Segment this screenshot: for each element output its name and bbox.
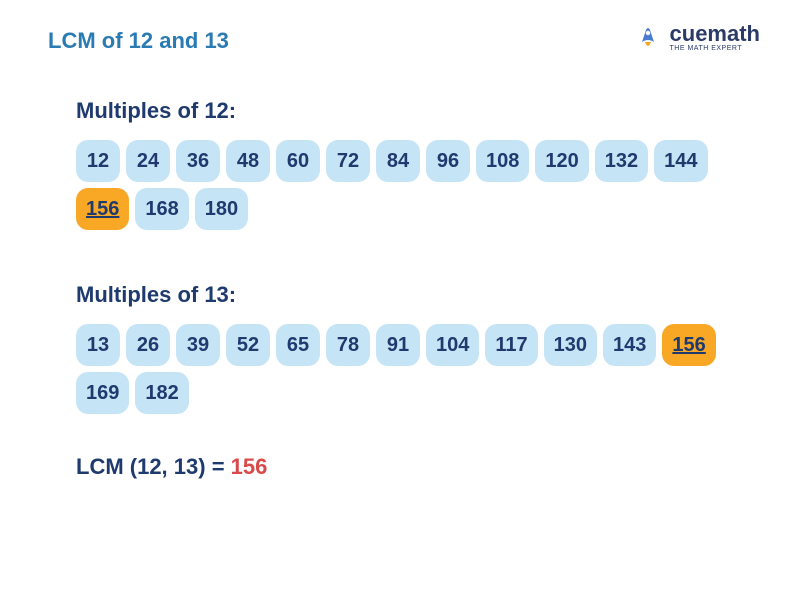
multiples-13-chips: 13263952657891104117130143156 169182 bbox=[76, 324, 736, 414]
multiples-13-section: Multiples of 13: 13263952657891104117130… bbox=[76, 282, 752, 414]
multiples-12-heading: Multiples of 12: bbox=[76, 98, 752, 124]
multiple-chip: 39 bbox=[176, 324, 220, 366]
multiple-chip: 143 bbox=[603, 324, 656, 366]
multiple-chip: 13 bbox=[76, 324, 120, 366]
multiple-chip: 104 bbox=[426, 324, 479, 366]
multiple-chip: 72 bbox=[326, 140, 370, 182]
multiple-chip: 91 bbox=[376, 324, 420, 366]
multiple-chip: 26 bbox=[126, 324, 170, 366]
multiples-12-section: Multiples of 12: 12243648607284961081201… bbox=[76, 98, 752, 230]
multiple-chip: 168 bbox=[135, 188, 188, 230]
result-label: LCM (12, 13) = bbox=[76, 454, 231, 479]
multiple-chip: 52 bbox=[226, 324, 270, 366]
multiple-chip: 144 bbox=[654, 140, 707, 182]
multiple-chip: 182 bbox=[135, 372, 188, 414]
brand-logo: cuemath THE MATH EXPERT bbox=[632, 20, 760, 52]
multiple-chip-highlight: 156 bbox=[76, 188, 129, 230]
multiple-chip: 48 bbox=[226, 140, 270, 182]
multiple-chip: 24 bbox=[126, 140, 170, 182]
multiple-chip: 84 bbox=[376, 140, 420, 182]
multiple-chip: 120 bbox=[535, 140, 588, 182]
multiple-chip: 78 bbox=[326, 324, 370, 366]
multiple-chip: 117 bbox=[485, 324, 537, 366]
multiple-chip: 65 bbox=[276, 324, 320, 366]
logo-brand: cuemath bbox=[670, 21, 760, 46]
multiple-chip: 130 bbox=[544, 324, 597, 366]
multiple-chip: 132 bbox=[595, 140, 648, 182]
multiple-chip: 169 bbox=[76, 372, 129, 414]
multiple-chip-highlight: 156 bbox=[662, 324, 715, 366]
multiple-chip: 60 bbox=[276, 140, 320, 182]
multiple-chip: 36 bbox=[176, 140, 220, 182]
result-value: 156 bbox=[231, 454, 268, 479]
multiples-13-heading: Multiples of 13: bbox=[76, 282, 752, 308]
rocket-icon bbox=[632, 20, 664, 52]
lcm-result: LCM (12, 13) = 156 bbox=[76, 454, 752, 480]
multiple-chip: 96 bbox=[426, 140, 470, 182]
multiple-chip: 180 bbox=[195, 188, 248, 230]
logo-text-wrap: cuemath THE MATH EXPERT bbox=[670, 21, 760, 52]
multiples-12-chips: 1224364860728496108120132144 156168180 bbox=[76, 140, 736, 230]
multiple-chip: 12 bbox=[76, 140, 120, 182]
multiple-chip: 108 bbox=[476, 140, 529, 182]
